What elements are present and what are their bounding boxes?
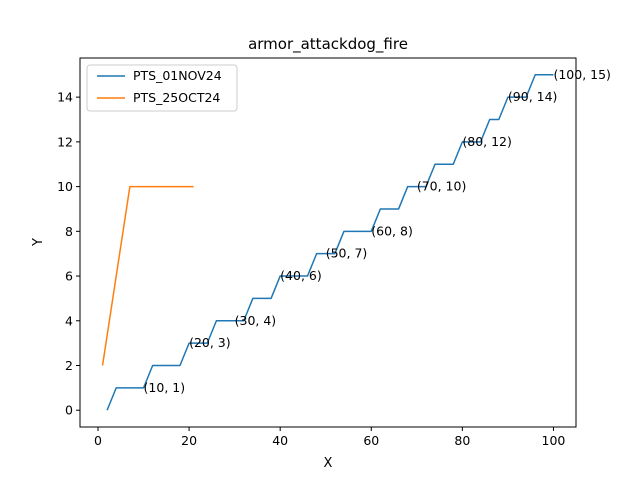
y-tick-label: 8: [65, 224, 73, 239]
data-label: (50, 7): [326, 246, 368, 261]
y-tick-label: 0: [65, 403, 73, 418]
y-axis-label: Y: [31, 238, 46, 247]
y-tick-label: 10: [57, 179, 73, 194]
chart-title: armor_attackdog_fire: [248, 35, 408, 54]
x-tick-label: 0: [94, 433, 102, 448]
x-axis: 0 20 40 60 80 100: [94, 427, 565, 448]
data-label: (100, 15): [553, 67, 610, 82]
series-layer: [101, 74, 554, 411]
series-line-pts-01nov24: [106, 74, 554, 411]
y-tick-label: 2: [65, 358, 73, 373]
x-tick-label: 20: [181, 433, 197, 448]
data-label: (60, 8): [371, 223, 413, 238]
y-tick-label: 12: [57, 134, 73, 149]
x-tick-label: 100: [542, 433, 566, 448]
data-label: (80, 12): [462, 134, 512, 149]
data-label: (70, 10): [417, 179, 467, 194]
y-tick-label: 4: [65, 313, 73, 328]
data-label: (10, 1): [144, 380, 186, 395]
data-label: (90, 14): [508, 89, 558, 104]
x-tick-label: 60: [363, 433, 379, 448]
legend-label-pts-01nov24: PTS_01NOV24: [133, 68, 222, 83]
x-axis-label: X: [324, 456, 333, 471]
legend-label-pts-25oct24: PTS_25OCT24: [133, 90, 220, 105]
y-tick-label: 6: [65, 269, 73, 284]
annotation-layer: (10, 1) (20, 3) (30, 4) (40, 6) (50, 7)(60, …: [144, 67, 611, 395]
x-tick-label: 40: [272, 433, 288, 448]
y-axis: 0 2 4 6 8 10 12 14: [57, 90, 80, 418]
data-label: (20, 3): [189, 335, 231, 350]
legend: PTS_01NOV24 PTS_25OCT24: [86, 64, 238, 112]
x-tick-label: 80: [454, 433, 470, 448]
y-tick-label: 14: [57, 90, 73, 105]
plot-frame: [79, 57, 577, 428]
data-label: (40, 6): [280, 268, 322, 283]
data-label: (30, 4): [235, 313, 277, 328]
series-line-pts-25oct24: [101, 185, 194, 366]
